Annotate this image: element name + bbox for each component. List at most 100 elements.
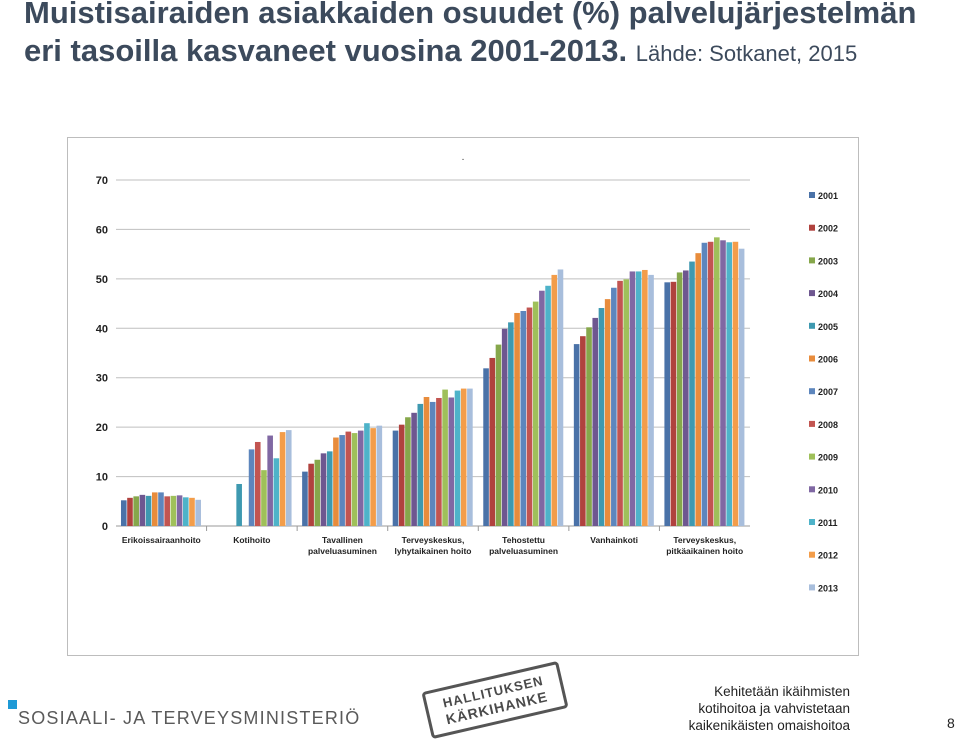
- legend-label: 2007: [818, 387, 838, 397]
- bar: [279, 432, 286, 526]
- legend-swatch: [809, 322, 815, 329]
- bar: [442, 389, 448, 526]
- legend-swatch: [809, 290, 815, 297]
- bar: [611, 287, 617, 526]
- category-label: palveluasuminen: [308, 546, 377, 556]
- bar: [302, 471, 308, 526]
- bar: [267, 435, 273, 526]
- legend-swatch: [809, 224, 815, 231]
- bar: [738, 248, 745, 526]
- bar: [573, 344, 580, 526]
- legend-label: 2005: [818, 322, 838, 332]
- bar: [195, 499, 201, 526]
- bar: [405, 417, 411, 526]
- bar: [392, 430, 399, 526]
- bar: [320, 453, 327, 526]
- bar: [664, 282, 671, 526]
- legend-label: 2004: [818, 289, 838, 299]
- bar: [489, 357, 496, 526]
- bar: [127, 497, 133, 526]
- bar: [683, 270, 689, 526]
- bar: [376, 425, 383, 526]
- bar: [648, 274, 654, 526]
- bar: [158, 492, 164, 526]
- legend-label: 2009: [818, 453, 838, 463]
- category-label: Erikoissairaanhoito: [122, 535, 201, 545]
- legend-swatch: [809, 355, 815, 362]
- bar: [495, 344, 502, 526]
- bar: [333, 437, 339, 526]
- bar: [617, 280, 623, 526]
- bar: [726, 242, 733, 526]
- bar: [170, 495, 177, 526]
- category-label: Kotihoito: [233, 535, 270, 545]
- legend-swatch: [809, 257, 815, 264]
- bar: [689, 261, 695, 526]
- bar: [285, 430, 292, 526]
- legend-label: 2006: [818, 355, 838, 365]
- bar: [273, 458, 280, 526]
- bar: [635, 271, 642, 526]
- bar: [623, 279, 630, 526]
- bar: [189, 497, 195, 526]
- bar-chart: . 0 10 20 30 40 50 60 70 Erikoissairaanhoito Kotih…: [96, 152, 838, 593]
- category-label: Tehostettu: [502, 535, 545, 545]
- bar: [514, 312, 520, 526]
- bar: [364, 423, 370, 526]
- bar: [398, 424, 405, 526]
- kärkihanke-stamp: HALLITUKSEN KÄRKIHANKE: [421, 660, 569, 740]
- bar: [139, 494, 146, 526]
- ministry-name: SOSIAALI- JA TERVEYSMINISTERIÖ: [18, 708, 361, 728]
- bar: [326, 451, 333, 526]
- legend-swatch: [809, 453, 815, 460]
- bar: [580, 336, 586, 526]
- bar: [254, 441, 261, 526]
- legend-swatch: [809, 192, 815, 198]
- bar: [357, 430, 364, 526]
- bar: [642, 269, 648, 526]
- bar: [429, 401, 436, 526]
- bar: [508, 322, 514, 526]
- legend-swatch: [809, 486, 815, 493]
- y-tick-label: 70: [96, 175, 108, 187]
- chart-title: .: [462, 152, 465, 163]
- bar: [120, 500, 127, 526]
- bar: [557, 269, 564, 526]
- legend-label: 2012: [818, 551, 838, 561]
- bar: [520, 310, 527, 526]
- legend-swatch: [809, 420, 815, 427]
- legend-swatch: [809, 388, 815, 395]
- bar: [720, 240, 726, 526]
- bar: [182, 497, 189, 526]
- legend-label: 2011: [818, 518, 838, 528]
- category-label: lyhytaikainen hoito: [395, 546, 472, 556]
- bar: [370, 428, 376, 526]
- y-tick-label: 30: [96, 373, 108, 385]
- bar: [133, 496, 139, 526]
- bar: [261, 470, 267, 526]
- bar: [592, 317, 599, 526]
- bar: [676, 272, 683, 526]
- bar: [551, 274, 558, 526]
- bar: [351, 433, 358, 526]
- legend-label: 2013: [818, 583, 838, 593]
- bar: [339, 435, 345, 526]
- category-label: Vanhainkoti: [590, 535, 638, 545]
- bar: [151, 492, 158, 526]
- tagline-line: Kehitetään ikäihmisten: [714, 684, 850, 699]
- bar: [164, 496, 170, 526]
- y-tick-label: 60: [96, 224, 108, 236]
- title-text: Muistisairaiden asiakkaiden osuudet (%) …: [24, 0, 917, 68]
- bar: [670, 281, 677, 526]
- legend-label: 2010: [818, 485, 838, 495]
- bar: [545, 285, 551, 526]
- bar: [526, 307, 533, 526]
- y-tick-label: 50: [96, 274, 108, 286]
- legend-label: 2002: [818, 224, 838, 234]
- chart-frame: . 0 10 20 30 40 50 60 70 Erikoissairaanhoito Kotih…: [67, 137, 859, 656]
- category-label: Tavallinen: [322, 535, 363, 545]
- bar: [436, 397, 442, 526]
- legend-swatch: [809, 551, 815, 558]
- legend-label: 2001: [818, 191, 838, 201]
- bar: [345, 431, 352, 526]
